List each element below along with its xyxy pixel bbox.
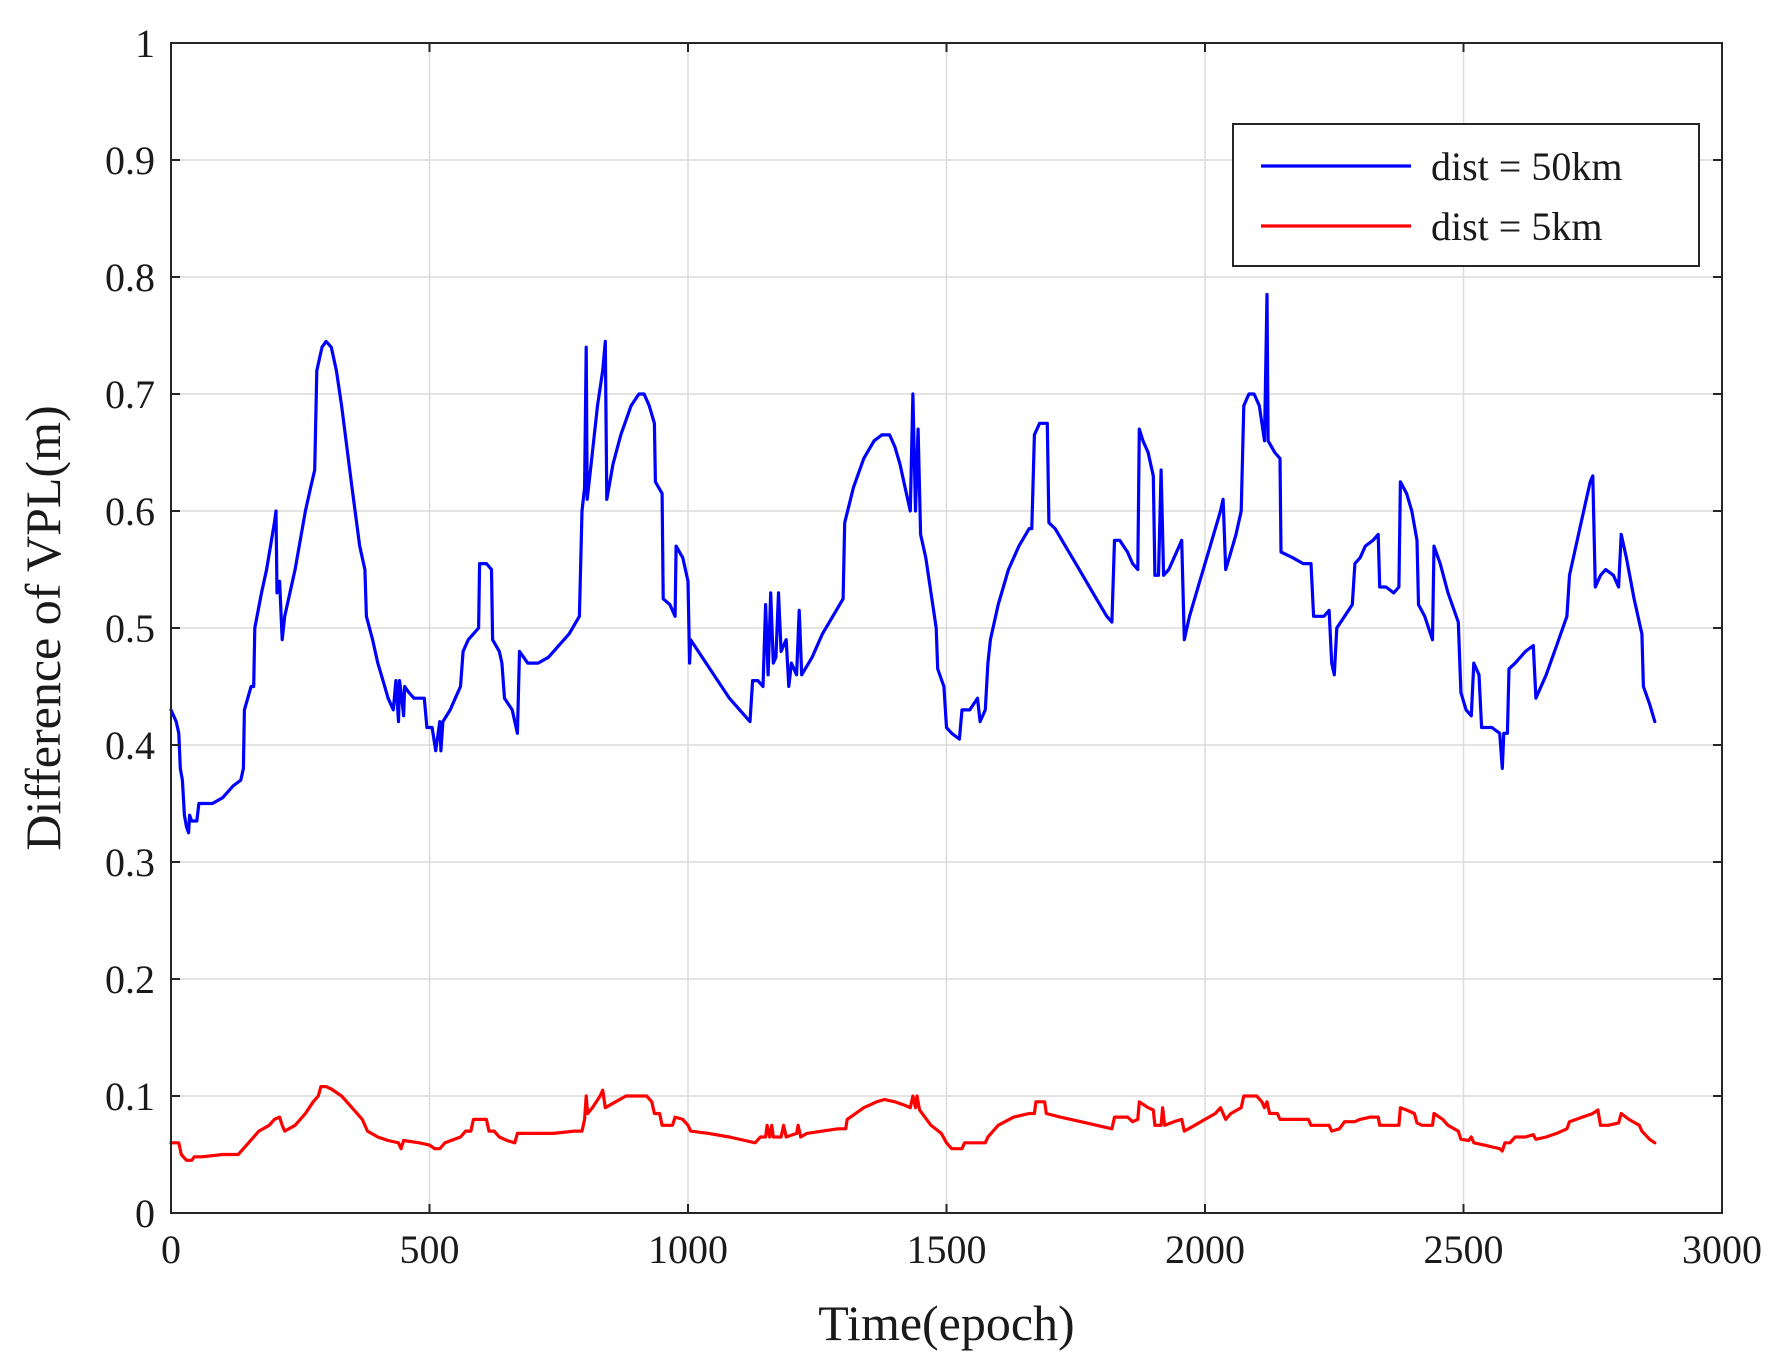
y-tick-label: 0.6 (105, 489, 155, 534)
x-axis-label: Time(epoch) (818, 1295, 1074, 1351)
y-tick-label: 0 (135, 1191, 155, 1236)
x-tick-label: 2000 (1165, 1227, 1245, 1272)
y-tick-label: 0.8 (105, 255, 155, 300)
x-tick-label: 3000 (1682, 1227, 1762, 1272)
y-tick-label: 0.4 (105, 723, 155, 768)
grid-lines (171, 43, 1722, 1213)
series-layer (169, 292, 1657, 1162)
tick-layer: 0 500 1000 1500 2000 2500 3000 0 0.1 0.2 0.3 0.4 0.5… (105, 21, 1762, 1272)
x-tick-label: 1500 (907, 1227, 987, 1272)
x-tick-label: 500 (400, 1227, 460, 1272)
y-tick-label: 0.5 (105, 606, 155, 651)
x-tick-label: 1000 (648, 1227, 728, 1272)
legend: dist = 50km dist = 5km (1232, 123, 1700, 267)
x-tick-label: 0 (161, 1227, 181, 1272)
legend-box (1232, 123, 1700, 267)
y-tick-label: 0.1 (105, 1074, 155, 1119)
y-tick-label: 1 (135, 21, 155, 66)
y-tick-label: 0.2 (105, 957, 155, 1002)
y-axis-label: Difference of VPL(m) (15, 405, 71, 850)
series-line-dist-50km (169, 292, 1657, 835)
legend-label-dist-50km: dist = 50km (1431, 144, 1622, 189)
y-tick-label: 0.3 (105, 840, 155, 885)
x-tick-label: 2500 (1424, 1227, 1504, 1272)
y-tick-label: 0.7 (105, 372, 155, 417)
series-line-dist-5km (169, 1084, 1657, 1162)
legend-label-dist-5km: dist = 5km (1431, 204, 1602, 249)
y-tick-label: 0.9 (105, 138, 155, 183)
